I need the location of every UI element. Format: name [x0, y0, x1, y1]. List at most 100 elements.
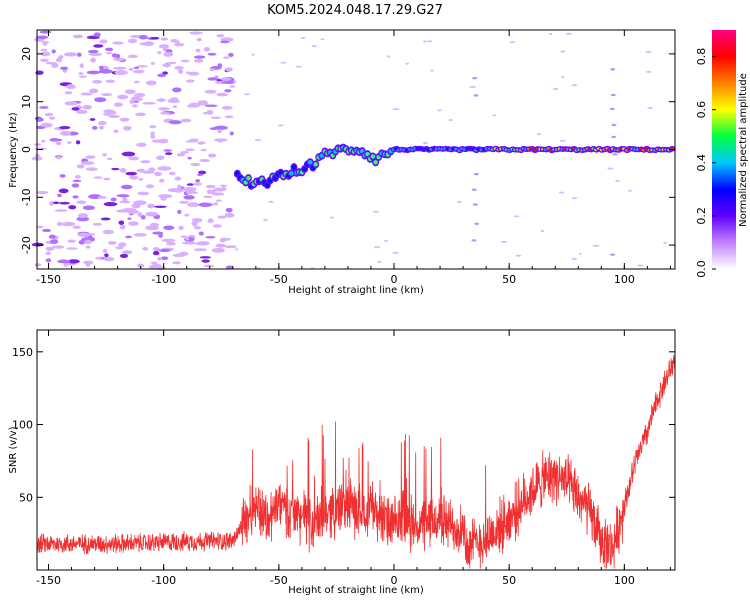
noise-blob — [162, 63, 172, 68]
noise-blob — [212, 224, 222, 228]
y-tick-label: 20 — [20, 47, 33, 61]
noise-blob — [119, 117, 130, 122]
noise-blob — [178, 225, 184, 231]
noise-blob — [149, 125, 157, 129]
noise-blob — [203, 195, 213, 199]
noise-blob — [158, 194, 173, 199]
noise-blob — [56, 221, 64, 226]
noise-blob — [130, 34, 142, 38]
noise-blob — [72, 225, 81, 229]
colorbar-tick-label: 0.8 — [695, 48, 708, 66]
noise-blob — [131, 203, 141, 209]
noise-blob — [185, 71, 191, 74]
noise-blob — [152, 231, 164, 235]
noise-blob — [427, 40, 433, 43]
noise-blob — [263, 218, 268, 221]
noise-blob — [197, 141, 206, 145]
noise-blob — [125, 235, 132, 239]
noise-blob — [161, 238, 176, 243]
noise-blob — [224, 245, 238, 249]
noise-blob — [251, 53, 255, 56]
track-core — [373, 160, 378, 165]
noise-blob — [152, 251, 160, 256]
noise-blob — [204, 89, 217, 94]
noise-blob — [217, 129, 223, 134]
noise-blob — [207, 218, 214, 224]
noise-blob — [187, 71, 200, 76]
noise-blob — [178, 69, 184, 74]
noise-blob — [121, 250, 133, 255]
noise-blob — [51, 49, 56, 54]
noise-blob — [118, 220, 125, 225]
noise-blob — [114, 70, 128, 76]
noise-blob — [190, 162, 201, 167]
noise-blob — [77, 213, 88, 219]
noise-blob — [469, 85, 477, 88]
noise-blob — [168, 171, 176, 176]
noise-blob — [207, 52, 217, 56]
noise-blob — [132, 69, 145, 74]
noise-blob — [571, 84, 578, 87]
noise-blob — [229, 131, 234, 136]
colorbar: 0.0 0.2 0.4 0.6 0.8 Normalized spectral ampl… — [695, 30, 749, 278]
noise-blob — [137, 191, 150, 196]
streak-blob — [609, 107, 615, 111]
noise-blob — [125, 171, 138, 176]
noise-blob — [72, 179, 82, 183]
noise-blob — [195, 179, 200, 183]
noise-blob — [49, 201, 55, 206]
noise-blob — [198, 170, 207, 175]
noise-blob — [156, 98, 167, 102]
noise-blob — [196, 102, 209, 106]
streak-blob — [473, 94, 479, 97]
noise-blob — [71, 183, 80, 188]
noise-blob — [174, 40, 180, 44]
noise-blob — [189, 138, 199, 142]
noise-blob — [92, 79, 103, 84]
streak-blob — [471, 188, 477, 191]
noise-blob — [66, 141, 72, 144]
streak-blob — [610, 68, 616, 71]
noise-blob — [159, 111, 171, 115]
noise-blob — [215, 199, 222, 202]
noise-blob — [66, 84, 76, 90]
noise-blob — [102, 153, 107, 157]
noise-blob — [537, 133, 541, 136]
noise-blob — [133, 66, 140, 70]
x-tick-label: 50 — [502, 273, 516, 286]
track-core — [313, 162, 318, 167]
noise-blob — [196, 37, 202, 42]
noise-blob — [51, 245, 65, 249]
noise-blob — [160, 37, 169, 41]
y-tick-label: 0 — [20, 146, 33, 153]
noise-blob — [203, 46, 211, 52]
noise-blob — [172, 105, 178, 109]
noise-blob — [185, 79, 195, 83]
noise-blob — [180, 59, 190, 63]
colorbar-tick-label: 0.6 — [695, 101, 708, 119]
noise-blob — [178, 251, 189, 256]
streak-blob — [472, 76, 478, 80]
noise-blob — [215, 243, 227, 248]
noise-blob — [76, 200, 87, 204]
noise-blob — [172, 261, 181, 265]
noise-blob — [221, 105, 233, 110]
noise-blob — [159, 178, 165, 183]
noise-blob — [44, 112, 54, 117]
noise-blob — [87, 49, 99, 54]
noise-blob — [143, 41, 155, 47]
noise-blob — [147, 203, 155, 209]
noise-blob — [59, 201, 70, 205]
streak-blob — [473, 172, 479, 176]
noise-blob — [66, 247, 78, 250]
noise-blob — [209, 68, 216, 72]
noise-blob — [637, 264, 644, 267]
noise-blob — [191, 217, 203, 223]
spectrogram-y-axis-label: Frequency (Hz) — [8, 112, 19, 188]
noise-blob — [63, 52, 78, 57]
x-tick-label: -50 — [270, 574, 288, 587]
noise-blob — [135, 112, 146, 117]
noise-blob — [201, 259, 210, 263]
noise-blob — [35, 117, 44, 122]
noise-blob — [35, 190, 49, 194]
